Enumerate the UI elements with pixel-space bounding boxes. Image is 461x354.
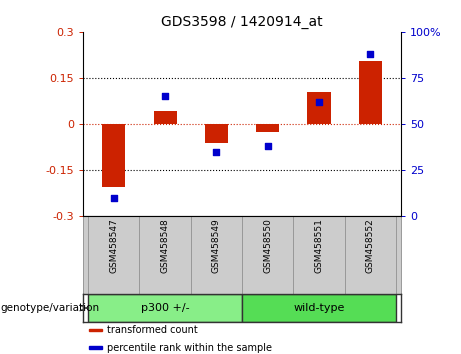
Point [213,149,220,154]
Text: p300 +/-: p300 +/- [141,303,189,313]
Text: GSM458548: GSM458548 [160,218,170,273]
Text: percentile rank within the sample: percentile rank within the sample [107,343,272,353]
Text: GSM458549: GSM458549 [212,218,221,273]
Bar [307,92,331,124]
Bar [154,111,177,124]
Point [366,51,374,57]
Point [264,143,272,149]
Bar [89,329,102,331]
Bar [293,216,345,294]
Bar [205,124,228,143]
Text: GSM458552: GSM458552 [366,218,375,273]
Bar [88,216,139,294]
Point [161,93,169,99]
Bar [256,124,279,132]
Text: genotype/variation: genotype/variation [0,303,99,313]
Title: GDS3598 / 1420914_at: GDS3598 / 1420914_at [161,16,323,29]
Bar [359,61,382,124]
Text: GSM458547: GSM458547 [109,218,118,273]
Text: GSM458551: GSM458551 [314,218,324,273]
Bar [89,346,102,349]
Bar [102,124,125,187]
Bar [191,216,242,294]
Bar [139,216,191,294]
Text: transformed count: transformed count [107,325,198,335]
Text: wild-type: wild-type [293,303,345,313]
Point [110,195,118,200]
Bar [242,294,396,322]
Bar [88,294,242,322]
Bar [345,216,396,294]
Text: GSM458550: GSM458550 [263,218,272,273]
Bar [242,216,293,294]
Point [315,99,323,105]
